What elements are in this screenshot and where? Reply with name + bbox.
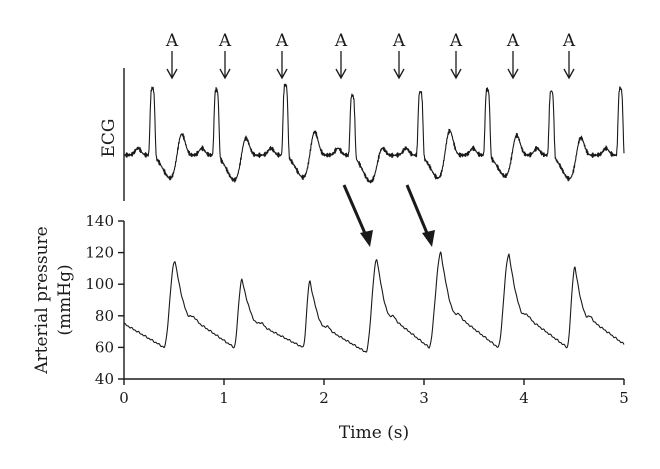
annotation-arrow-head xyxy=(507,68,519,80)
x-tick-label-0: 0 xyxy=(119,389,129,407)
annotation-marker-8: A xyxy=(562,31,576,80)
annotation-marker-3: A xyxy=(275,31,289,80)
ecg-panel: ECG A A A A A A A A xyxy=(99,31,625,201)
annotation-arrow-head xyxy=(393,68,405,80)
y-tick-label-60: 60 xyxy=(95,338,114,356)
annotation-label: A xyxy=(449,31,463,51)
pressure-trace xyxy=(123,251,625,353)
annotation-label: A xyxy=(165,31,179,51)
y-tick-label-80: 80 xyxy=(95,307,114,325)
y-tick-label-140: 140 xyxy=(85,212,114,230)
y-tick-label-40: 40 xyxy=(95,370,114,388)
annotation-marker-2: A xyxy=(218,31,232,80)
annotation-arrow-head xyxy=(450,68,462,80)
annotation-arrow-head xyxy=(219,68,231,80)
annotation-label: A xyxy=(392,31,406,51)
ecg-y-label: ECG xyxy=(99,119,119,158)
pressure-x-label: Time (s) xyxy=(339,423,409,443)
pressure-x-ticks: 0 1 2 3 4 5 xyxy=(119,379,629,407)
annotation-marker-1: A xyxy=(165,31,179,80)
annotation-marker-7: A xyxy=(506,31,520,80)
x-tick-label-1: 1 xyxy=(219,389,229,407)
annotation-marker-4: A xyxy=(334,31,348,80)
x-tick-label-2: 2 xyxy=(319,389,329,407)
coupling-arrowhead-1 xyxy=(360,230,373,247)
annotation-arrow-head xyxy=(166,68,178,80)
coupling-arrow-2 xyxy=(405,184,431,239)
annotation-label: A xyxy=(218,31,232,51)
annotation-label: A xyxy=(506,31,520,51)
annotation-arrow-head xyxy=(276,68,288,80)
coupling-arrows xyxy=(342,184,435,247)
annotation-arrow-head xyxy=(335,68,347,80)
y-tick-label-100: 100 xyxy=(85,275,114,293)
annotation-label: A xyxy=(275,31,289,51)
x-tick-label-4: 4 xyxy=(519,389,529,407)
annotation-label: A xyxy=(334,31,348,51)
annotation-arrow-head xyxy=(563,68,575,80)
pressure-y-label: Arterial pressure xyxy=(32,226,52,375)
x-tick-label-3: 3 xyxy=(419,389,429,407)
y-tick-label-120: 120 xyxy=(85,244,114,262)
x-tick-label-5: 5 xyxy=(619,389,629,407)
coupling-arrowhead-2 xyxy=(422,230,435,247)
pressure-y-ticks: 40 60 80 100 120 140 xyxy=(85,212,124,388)
pressure-panel: 40 60 80 100 120 140 0 1 2 3 4 5 Arterial pressure… xyxy=(32,212,629,443)
annotation-marker-6: A xyxy=(449,31,463,80)
annotation-label: A xyxy=(562,31,576,51)
ecg-trace xyxy=(123,83,625,184)
pressure-y-label-unit: (mmHg) xyxy=(55,264,75,335)
coupling-arrow-1 xyxy=(342,184,369,239)
annotation-marker-5: A xyxy=(392,31,406,80)
